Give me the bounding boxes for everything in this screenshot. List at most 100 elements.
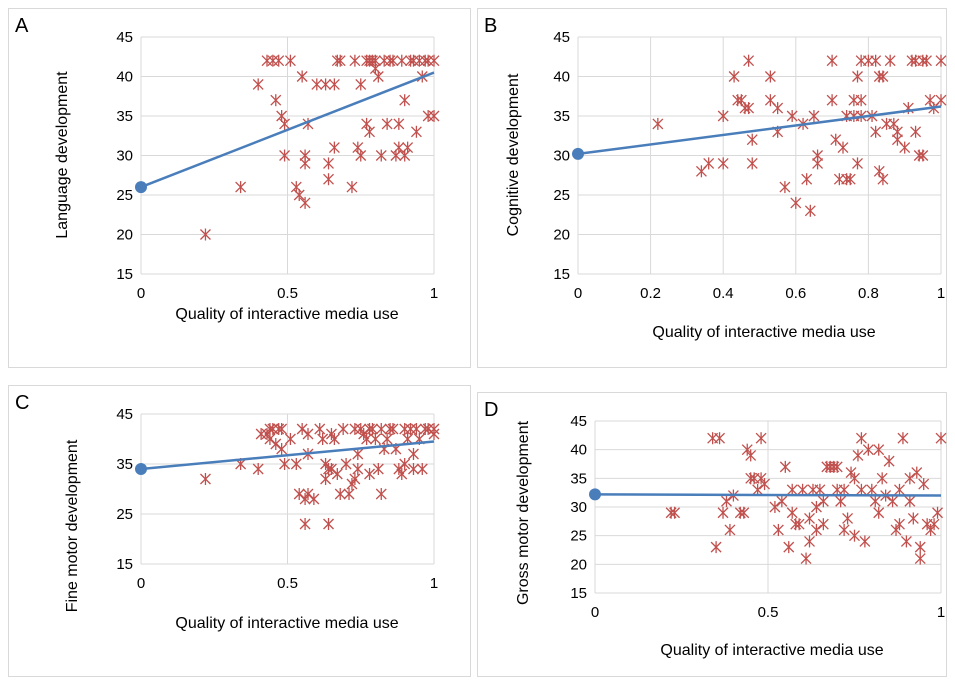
data-point [855,483,867,496]
data-point [323,157,334,170]
data-point [399,94,411,107]
data-point [320,473,332,485]
data-point [894,483,905,496]
data-point [899,141,911,154]
data-point [393,117,405,130]
data-point [932,506,943,519]
data-point [783,541,795,554]
y-tick-label: 45 [116,29,133,46]
data-point [772,523,784,536]
data-point [349,423,361,435]
data-point [776,495,788,508]
data-point [328,78,340,91]
data-point [810,523,822,536]
data-point [786,110,798,122]
data-point [862,443,874,456]
chart-c: 15 25 35 45 0 0.5 1 Fine motor development Quali… [64,406,440,632]
data-point [907,512,919,525]
data-point [299,196,311,209]
data-point [320,78,332,91]
y-tick-label: 30 [116,148,133,165]
data-point [331,468,343,480]
data-point [343,488,355,500]
data-point [838,523,850,536]
data-point [876,472,888,485]
data-point [296,70,308,83]
y-tick-label: 45 [570,413,587,430]
intercept-marker [589,488,601,501]
data-point [814,483,826,496]
data-point [255,428,267,440]
data-point [786,506,798,519]
data-point [764,70,776,83]
data-point [877,70,889,83]
chart-b: 15 20 25 30 35 40 45 0 0.2 0.4 0.6 0.8 1 Cognitive de… [505,29,947,341]
data-point [428,428,440,440]
data-point [293,189,305,201]
trend-line [577,105,942,156]
data-point [838,483,850,496]
data-point [413,54,425,67]
data-point [842,512,854,525]
data-point [302,428,314,440]
data-point [790,196,802,209]
x-tick-label: 0 [574,285,582,302]
intercept-marker [572,147,584,160]
data-point [308,493,320,505]
data-point [717,157,729,170]
x-tick-label: 1 [937,604,945,621]
y-tick-label: 25 [116,506,133,523]
data-point [710,541,722,554]
panel-letter: C [15,392,30,414]
trend-line [140,440,435,471]
data-point [346,181,358,194]
data-point [914,541,926,554]
x-tick-label: 0 [137,575,145,592]
data-point [284,433,296,445]
y-tick-label: 20 [116,227,133,244]
y-tick-label: 40 [553,69,570,86]
data-point [279,117,291,130]
data-point [852,70,863,83]
data-point [894,518,905,531]
data-point [293,488,305,500]
x-tick-label: 0 [591,604,599,621]
data-point [746,157,758,170]
data-point [910,125,922,138]
data-point [759,478,770,491]
data-point [396,468,408,480]
data-point [870,125,882,138]
data-point [852,157,863,170]
data-point [897,432,909,445]
data-point [769,501,781,513]
data-point [877,173,889,186]
data-point [290,458,302,470]
y-tick-label: 15 [116,266,133,283]
data-point [873,506,885,519]
data-point [855,94,867,107]
data-point [416,463,428,475]
data-point [743,54,755,67]
data-point [724,523,736,536]
y-tick-label: 30 [553,148,570,165]
data-point [387,423,399,435]
data-point [399,458,411,470]
data-point [817,518,829,531]
data-point [810,501,822,513]
data-point [337,423,349,435]
y-axis-title: Gross motor development [515,420,532,605]
data-point [299,149,311,162]
data-point [921,54,932,67]
data-point [387,54,399,67]
data-point [935,432,947,445]
y-tick-label: 20 [553,227,570,244]
data-point [866,483,878,496]
data-point [935,54,947,67]
data-point [361,433,373,445]
x-tick-label: 1 [937,285,945,302]
data-point [849,529,860,542]
data-point [738,506,750,519]
y-tick-label: 35 [116,456,133,473]
y-axis-title: Cognitive development [505,73,522,236]
data-point [779,460,791,473]
